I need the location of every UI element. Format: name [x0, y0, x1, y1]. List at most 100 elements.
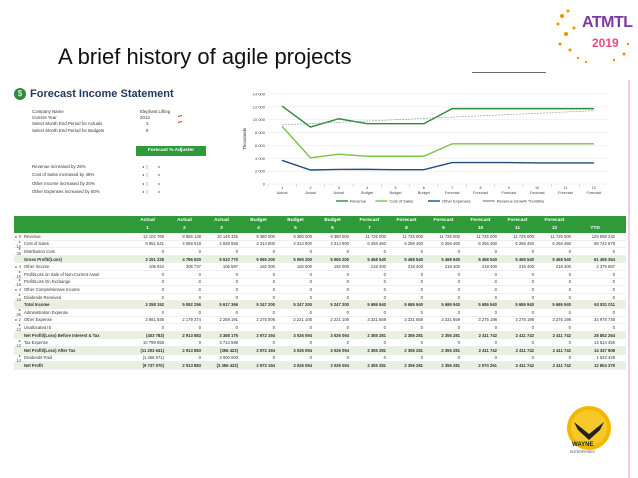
data-point [593, 143, 595, 145]
data-point [508, 162, 510, 163]
x-tick-label: 5 [394, 186, 396, 190]
row-expand-number[interactable]: ▸ 16 [16, 269, 21, 280]
table-cell: 0 [531, 248, 534, 254]
table-cell: 0 [420, 324, 423, 330]
row-label: Other Comprehensive Income [24, 286, 80, 292]
table-row: ▸ 4 Other Income 106 924 305 737 106 597 182 … [14, 263, 626, 271]
table-cell: 0 [494, 324, 497, 330]
data-point [423, 169, 425, 171]
row-expand-number[interactable]: ▸ 15 [16, 292, 21, 303]
data-point [310, 123, 311, 124]
table-cell: 3 331 659 [367, 317, 386, 323]
adjuster-slider[interactable]: ◂ ▯ ▸ [142, 164, 161, 169]
x-tick-label: 8 [479, 186, 481, 190]
y-tick-label: 4 000 [255, 156, 266, 161]
table-cell: 0 [161, 248, 164, 254]
data-point [480, 108, 481, 110]
row-expand-number[interactable]: ▸ 36 [16, 307, 21, 318]
table-cell: 5 092 256 [182, 302, 201, 308]
info-labels: Company Name Current Year Select Month E… [32, 109, 104, 134]
logo-year: 2019 [592, 36, 619, 50]
table-cell: 0 [272, 294, 275, 300]
row-expand-number[interactable]: ▸ 18 [16, 276, 21, 287]
data-point [281, 105, 283, 107]
table-cell: 5 686 940 [404, 302, 423, 308]
table-cell: 0 [494, 309, 497, 315]
table-cell: 0 [612, 248, 615, 254]
table-cell: 0 [494, 279, 497, 285]
table-cell: 5 247 200 [293, 302, 312, 308]
table-cell: 5 468 540 [478, 256, 497, 262]
table-row: ▸ 4 Other Comprehensive Income 0 0 0 0 0 0 0 0 0 0 0… [14, 286, 626, 294]
row-expand-number[interactable]: ▸ 14 [16, 352, 21, 363]
table-cell: 0 [531, 271, 534, 277]
table-cell: 0 [272, 340, 275, 346]
row-label-cell: Net Profit/(Loss) After Tax [14, 348, 129, 353]
info-values: Elephant Lifting 2013 3 6 [140, 109, 170, 134]
table-cell: 2 375 657 [596, 264, 615, 270]
table-cell: 2 259 191 [219, 317, 238, 323]
table-cell: 0 [612, 294, 615, 300]
spinner-up-down-icon[interactable]: ▴▾ [178, 113, 183, 118]
table-cell: 0 [272, 286, 275, 292]
adjuster-slider[interactable]: ◂ ▯ ▸ [142, 180, 161, 186]
row-label: Other Expense [24, 317, 52, 323]
table-cell: 0 [531, 355, 534, 361]
table-cell: 0 [272, 324, 275, 330]
table-cell: 0 [198, 271, 201, 277]
table-cell: (3 356 423) [216, 362, 238, 368]
table-cell: 11 725 000 [439, 233, 460, 239]
table-cell: 0 [198, 324, 201, 330]
row-expand-number[interactable]: ▸ 12 [16, 337, 21, 348]
budgets-period-select[interactable]: 6 [146, 127, 149, 133]
row-expand-number[interactable]: ▸ 13 [16, 322, 21, 333]
table-cell: 10 149 325 [217, 233, 238, 239]
y-tick-label: 10 000 [253, 117, 266, 122]
table-cell: 0 [494, 248, 497, 254]
row-label-cell: ▸ 16 Profit/Loss on Sale of Non-Current A… [14, 269, 129, 279]
adjuster-slider[interactable]: ◂ ▯ ▸ [142, 172, 161, 178]
table-cell: 218 400 [370, 264, 386, 270]
header-period: 12 [551, 226, 558, 232]
table-cell: 6 256 460 [478, 241, 497, 247]
row-expand-number[interactable]: ▸ 4 [15, 264, 21, 270]
data-point [593, 110, 595, 112]
table-cell: (403 783) [146, 332, 164, 338]
data-point [451, 143, 453, 145]
table-cell: 2 411 742 [515, 332, 534, 338]
table-cell: 3 258 152 [145, 302, 164, 308]
table-row: ▸ 16 Profit/Loss on Sale of Non-Current A… [14, 269, 626, 279]
row-expand-number[interactable]: ▸ 8 [15, 233, 21, 239]
table-cell: 2 411 742 [515, 362, 534, 368]
table-cell: 0 [346, 294, 349, 300]
table-cell: 0 [235, 279, 238, 285]
data-point [451, 108, 453, 110]
row-expand-number[interactable]: ▸ 10 [16, 238, 21, 249]
badge-name: WAYNE [572, 442, 594, 448]
table-body: ▸ 8 Revenue 12 102 769 8 856 138 10 149 325 9… [14, 233, 626, 370]
spinner-up-down-icon[interactable]: ▴▾ [178, 119, 183, 125]
row-expand-number[interactable]: ▸ 4 [15, 286, 21, 292]
actuals-period-select[interactable]: 3 [146, 121, 149, 127]
table-cell: 3 026 094 [330, 362, 349, 368]
table-cell: 2 355 281 [404, 347, 423, 353]
data-point [395, 123, 396, 125]
table-cell: 0 [420, 286, 423, 292]
table-cell: 0 [420, 248, 423, 254]
x-tick-label: 7 [451, 186, 453, 190]
row-label-cell: ▸ 10 Cost of Sales [14, 239, 129, 249]
table-cell: 0 [457, 286, 460, 292]
row-label-cell: ▸ 35 Distribution Cost [14, 246, 129, 256]
adjuster-slider[interactable]: ◂ ▯ ▸ [142, 188, 161, 194]
table-cell: 0 [568, 294, 571, 300]
table-row: ▸ 36 Administration Expense 0 0 0 0 0 0 0 0 0 0 0 0 0 [14, 307, 626, 318]
table-cell: 182 000 [296, 264, 312, 270]
row-label: Revenue [24, 233, 41, 239]
forecast-adjuster-button[interactable]: Forecast % Adjuster [136, 146, 206, 156]
row-expand-number[interactable]: ▸ 35 [16, 246, 21, 257]
data-point [395, 169, 396, 171]
table-cell: 0 [494, 294, 497, 300]
table-cell: 3 275 198 [478, 317, 497, 323]
table-cell: 0 [309, 271, 312, 277]
row-expand-number[interactable]: ▸ 2 [15, 317, 21, 323]
